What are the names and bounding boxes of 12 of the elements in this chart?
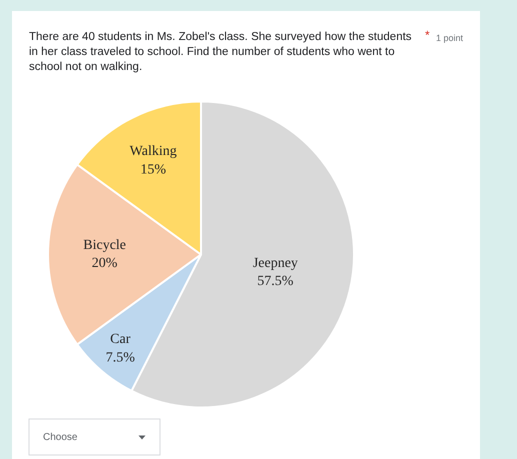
slice-label: Walking (130, 144, 177, 160)
slice-label: Bicycle (83, 238, 126, 253)
data-label: 57.5% (257, 274, 294, 289)
data-label: 15% (140, 162, 166, 178)
chart-title: There are 40 students in Ms. Zobel's class. She surveyed how the students in her class traveled to school. Find the number of students who went to school not on walking. (29, 31, 412, 73)
data-label: 7.5% (106, 350, 136, 366)
text: * (425, 28, 430, 42)
slice-label: Jeepney (252, 256, 298, 271)
data-label: 20% (92, 256, 118, 272)
text: 1 point (436, 33, 464, 43)
slice-label: Car (110, 332, 131, 348)
text: Choose (43, 432, 78, 443)
